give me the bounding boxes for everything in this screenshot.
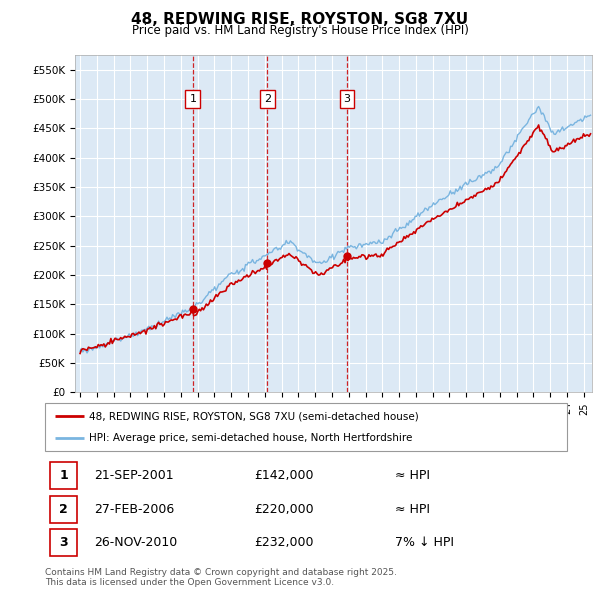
Text: 2: 2 [59,503,68,516]
Text: ≈ HPI: ≈ HPI [395,469,430,482]
FancyBboxPatch shape [45,403,567,451]
Text: ≈ HPI: ≈ HPI [395,503,430,516]
FancyBboxPatch shape [50,462,77,489]
Text: £142,000: £142,000 [254,469,313,482]
Text: 3: 3 [344,94,350,104]
Text: 1: 1 [59,469,68,482]
Text: 48, REDWING RISE, ROYSTON, SG8 7XU: 48, REDWING RISE, ROYSTON, SG8 7XU [131,12,469,27]
Text: Contains HM Land Registry data © Crown copyright and database right 2025.
This d: Contains HM Land Registry data © Crown c… [45,568,397,587]
Text: 3: 3 [59,536,68,549]
Text: £220,000: £220,000 [254,503,313,516]
Text: 26-NOV-2010: 26-NOV-2010 [95,536,178,549]
Text: £232,000: £232,000 [254,536,313,549]
Text: 2: 2 [264,94,271,104]
FancyBboxPatch shape [50,529,77,556]
Text: 1: 1 [190,94,196,104]
Text: HPI: Average price, semi-detached house, North Hertfordshire: HPI: Average price, semi-detached house,… [89,433,413,443]
Text: 27-FEB-2006: 27-FEB-2006 [95,503,175,516]
Text: 21-SEP-2001: 21-SEP-2001 [95,469,174,482]
Text: 7% ↓ HPI: 7% ↓ HPI [395,536,454,549]
Text: 48, REDWING RISE, ROYSTON, SG8 7XU (semi-detached house): 48, REDWING RISE, ROYSTON, SG8 7XU (semi… [89,411,419,421]
FancyBboxPatch shape [50,496,77,523]
Text: Price paid vs. HM Land Registry's House Price Index (HPI): Price paid vs. HM Land Registry's House … [131,24,469,37]
